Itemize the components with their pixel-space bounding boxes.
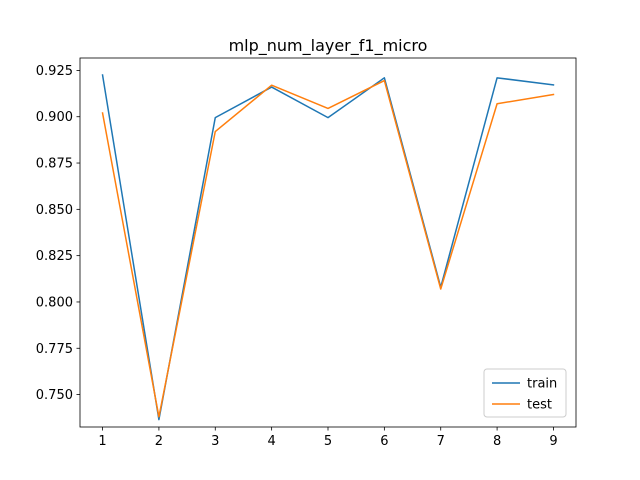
legend: train test bbox=[483, 368, 567, 418]
y-tick-label: 0.775 bbox=[36, 342, 73, 357]
legend-label-test: test bbox=[527, 398, 552, 413]
axes: 1 2 3 4 5 6 7 8 9 0.750 0.775 0.800 0.825 0.850 0.875 0… bbox=[36, 57, 577, 449]
x-tick-label: 1 bbox=[98, 434, 106, 449]
y-tick-label: 0.925 bbox=[36, 64, 73, 79]
x-tick-label: 4 bbox=[267, 434, 275, 449]
legend-box bbox=[483, 368, 567, 418]
legend-label-train: train bbox=[527, 377, 557, 392]
x-tick-label: 5 bbox=[324, 434, 332, 449]
y-tick-label: 0.900 bbox=[36, 110, 73, 125]
x-tick-label: 6 bbox=[380, 434, 388, 449]
y-tick-label: 0.850 bbox=[36, 203, 73, 218]
series-line-test bbox=[101, 79, 555, 418]
x-tick-label: 9 bbox=[549, 434, 557, 449]
y-tick-label: 0.875 bbox=[36, 157, 73, 172]
x-tick-label: 3 bbox=[211, 434, 219, 449]
x-tick-label: 7 bbox=[437, 434, 445, 449]
x-tick-label: 8 bbox=[493, 434, 501, 449]
y-tick-label: 0.825 bbox=[36, 249, 73, 264]
chart-title: mlp_num_layer_f1_micro bbox=[229, 36, 428, 56]
plot-area bbox=[101, 74, 555, 421]
y-tick-label: 0.750 bbox=[36, 388, 73, 403]
y-tick-label: 0.800 bbox=[36, 295, 73, 310]
x-tick-label: 2 bbox=[155, 434, 163, 449]
